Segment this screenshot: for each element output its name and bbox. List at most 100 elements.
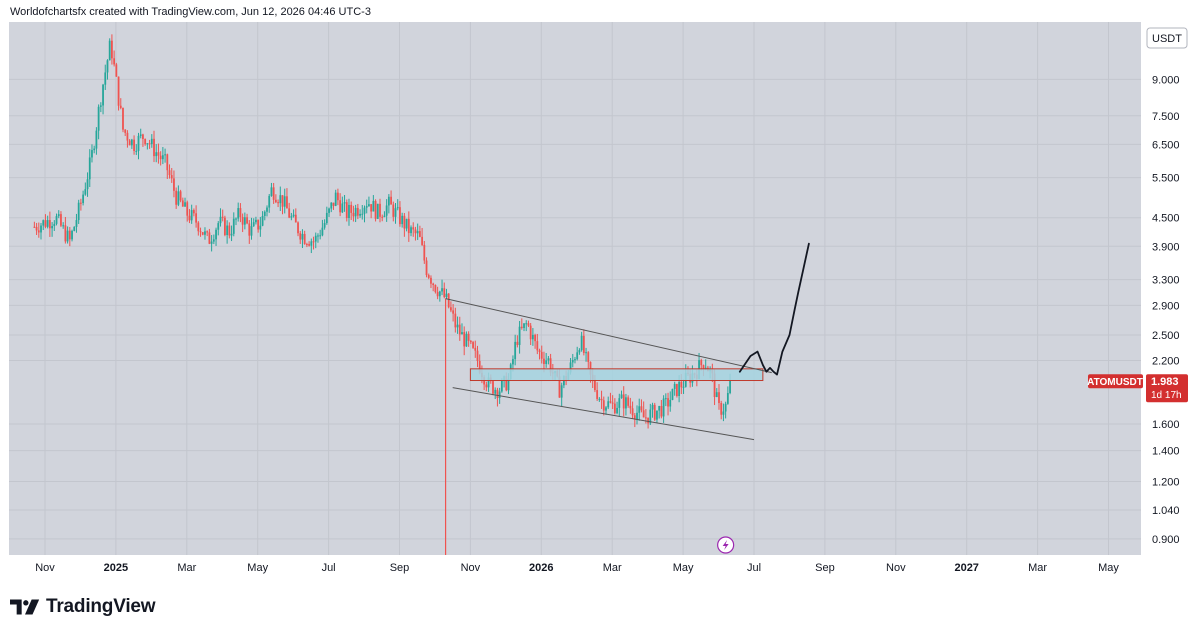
candle-body (108, 40, 111, 61)
candle-body (243, 217, 246, 225)
candle-body (443, 288, 446, 297)
price-labels: ATOMUSDT 1.983 1d 17h (1087, 374, 1188, 403)
x-tick-label: May (673, 562, 694, 574)
x-tick-label: Jul (747, 562, 761, 574)
candle-body (594, 379, 596, 391)
candle-body (164, 154, 166, 156)
candle-body (525, 323, 528, 325)
candle-body (328, 208, 330, 213)
candle-body (531, 334, 534, 340)
candle-body (602, 400, 605, 411)
candle-body (401, 215, 404, 225)
candle-body (447, 293, 450, 308)
candle-body (290, 216, 293, 218)
y-tick-label: 6.500 (1152, 139, 1180, 151)
candle-body (188, 215, 191, 221)
candle-body (186, 202, 189, 216)
candle-body (678, 381, 681, 396)
x-tick-label: Mar (603, 562, 622, 574)
candle-body (560, 385, 563, 398)
lightning-glyph (722, 540, 729, 550)
candle-body (301, 233, 304, 240)
candle-body (416, 231, 419, 234)
candle-body (633, 415, 636, 420)
last-price-value: 1.983 (1151, 376, 1179, 388)
candle-body (68, 230, 71, 240)
candle-body (607, 401, 610, 408)
brand[interactable]: TradingView (10, 596, 156, 618)
candle-body (133, 139, 135, 151)
candle-body (700, 360, 703, 366)
candle-body (618, 398, 621, 408)
candle-body (507, 378, 510, 391)
candle-body (383, 215, 386, 217)
candle-body (529, 325, 532, 340)
candle-body (82, 194, 85, 204)
candle-body (272, 187, 275, 200)
candle-body (629, 405, 632, 409)
x-tick-label: Mar (177, 562, 196, 574)
candle-body (117, 76, 120, 106)
candle-body (434, 285, 437, 293)
candle-body (53, 223, 56, 227)
candle-body (124, 129, 127, 133)
candle-body (649, 409, 652, 424)
candle-body (441, 288, 443, 292)
candle-body (170, 175, 173, 179)
candle-body (235, 218, 237, 220)
candle-body (332, 202, 335, 206)
candle-body (726, 393, 729, 404)
candle-body (48, 220, 51, 229)
candle-body (97, 106, 100, 131)
candle-body (71, 230, 73, 240)
candle-body (370, 204, 373, 212)
candle-body (465, 333, 468, 347)
candle-body (545, 360, 548, 365)
candle-body (341, 203, 344, 213)
axes: 9.000 7.500 6.500 5.500 4.500 3.900 3.300 2.900… (35, 27, 1188, 574)
candle-body (713, 373, 716, 398)
candle-body (137, 135, 140, 151)
y-tick-label: 5.500 (1152, 173, 1180, 185)
candle-body (157, 152, 160, 156)
candle-body (580, 335, 583, 351)
candle-body (319, 235, 322, 237)
candle-body (40, 225, 42, 233)
candle-body (177, 191, 180, 205)
candle-body (421, 236, 423, 245)
candle-body (230, 233, 233, 236)
candle-body (148, 143, 151, 145)
candle-body (427, 275, 430, 278)
candle-body (390, 196, 392, 205)
x-tick-label: Sep (390, 562, 410, 574)
candle-body (620, 394, 623, 399)
candle-body (673, 383, 676, 389)
candle-body (669, 399, 672, 407)
candle-body (219, 216, 222, 224)
candle-body (159, 155, 162, 160)
candle-body (365, 206, 368, 208)
candle-body (494, 389, 497, 394)
candle-body (518, 326, 521, 345)
candle-body (569, 362, 572, 373)
candle-body (407, 218, 410, 234)
candle-body (658, 406, 661, 411)
chart-pane-background (9, 22, 1141, 555)
candle-body (155, 152, 158, 157)
candle-body (385, 205, 388, 216)
candle-body (540, 351, 543, 359)
candle-body (239, 208, 242, 218)
candle-body (414, 229, 417, 234)
candle-body (682, 386, 685, 388)
candle-body (192, 210, 195, 214)
candle-body (259, 225, 262, 230)
candle-body (656, 410, 658, 420)
candle-body (286, 196, 288, 209)
y-tick-label: 1.600 (1152, 419, 1180, 431)
candle-body (359, 213, 361, 216)
candle-body (498, 391, 501, 399)
brand-name: TradingView (46, 596, 156, 617)
candle-body (60, 214, 62, 226)
